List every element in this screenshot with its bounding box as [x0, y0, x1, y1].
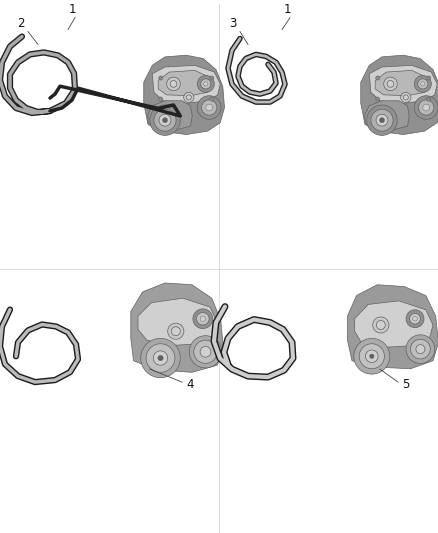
- Circle shape: [387, 80, 394, 87]
- Circle shape: [170, 80, 177, 87]
- Circle shape: [162, 118, 168, 123]
- Circle shape: [197, 76, 214, 92]
- Circle shape: [354, 338, 390, 374]
- Circle shape: [193, 309, 213, 328]
- Polygon shape: [369, 66, 437, 103]
- Circle shape: [414, 76, 431, 92]
- Circle shape: [379, 118, 385, 123]
- Circle shape: [158, 356, 163, 361]
- Circle shape: [189, 336, 222, 368]
- Circle shape: [376, 76, 380, 80]
- Circle shape: [159, 76, 163, 80]
- Circle shape: [146, 344, 175, 373]
- Circle shape: [419, 100, 434, 115]
- Circle shape: [414, 96, 438, 119]
- Circle shape: [416, 345, 425, 353]
- Circle shape: [154, 109, 176, 131]
- Circle shape: [371, 109, 393, 131]
- Polygon shape: [375, 70, 430, 96]
- Circle shape: [420, 82, 425, 86]
- Polygon shape: [361, 55, 438, 134]
- Circle shape: [376, 97, 380, 101]
- Circle shape: [197, 312, 209, 325]
- Circle shape: [186, 95, 191, 100]
- Polygon shape: [144, 55, 225, 134]
- Text: 5: 5: [402, 377, 410, 391]
- Polygon shape: [158, 70, 212, 96]
- Circle shape: [201, 79, 211, 89]
- Circle shape: [384, 77, 397, 91]
- Circle shape: [410, 340, 430, 359]
- Circle shape: [406, 335, 435, 364]
- Polygon shape: [138, 298, 217, 345]
- Polygon shape: [355, 301, 433, 348]
- Circle shape: [376, 320, 385, 329]
- Circle shape: [403, 95, 408, 100]
- Polygon shape: [347, 285, 438, 369]
- Polygon shape: [131, 283, 223, 373]
- Circle shape: [141, 338, 180, 378]
- Circle shape: [376, 114, 388, 126]
- Circle shape: [365, 350, 378, 362]
- Circle shape: [359, 344, 385, 369]
- Polygon shape: [148, 101, 192, 130]
- Circle shape: [159, 97, 163, 101]
- Circle shape: [413, 317, 417, 321]
- Text: 1: 1: [68, 3, 76, 15]
- Circle shape: [410, 313, 420, 324]
- Circle shape: [153, 351, 168, 365]
- Circle shape: [210, 97, 214, 101]
- Text: 4: 4: [186, 377, 194, 391]
- Polygon shape: [152, 66, 220, 103]
- Circle shape: [204, 82, 208, 86]
- Polygon shape: [365, 101, 409, 130]
- Circle shape: [406, 310, 424, 328]
- Text: 1: 1: [283, 3, 291, 15]
- Circle shape: [418, 79, 428, 89]
- Circle shape: [200, 346, 211, 357]
- Text: 3: 3: [230, 17, 237, 29]
- Circle shape: [200, 316, 205, 321]
- Circle shape: [184, 92, 194, 102]
- Circle shape: [150, 105, 180, 135]
- Circle shape: [427, 76, 431, 80]
- Circle shape: [423, 104, 430, 111]
- Circle shape: [194, 340, 217, 364]
- Circle shape: [201, 100, 217, 115]
- Circle shape: [206, 104, 212, 111]
- Text: 2: 2: [18, 17, 25, 29]
- Circle shape: [197, 96, 221, 119]
- Circle shape: [401, 92, 411, 102]
- Circle shape: [370, 354, 374, 359]
- Circle shape: [373, 317, 389, 333]
- Circle shape: [210, 76, 214, 80]
- Circle shape: [168, 323, 184, 340]
- Circle shape: [167, 77, 180, 91]
- Circle shape: [367, 105, 397, 135]
- Circle shape: [427, 97, 431, 101]
- Circle shape: [171, 327, 180, 336]
- Circle shape: [159, 114, 171, 126]
